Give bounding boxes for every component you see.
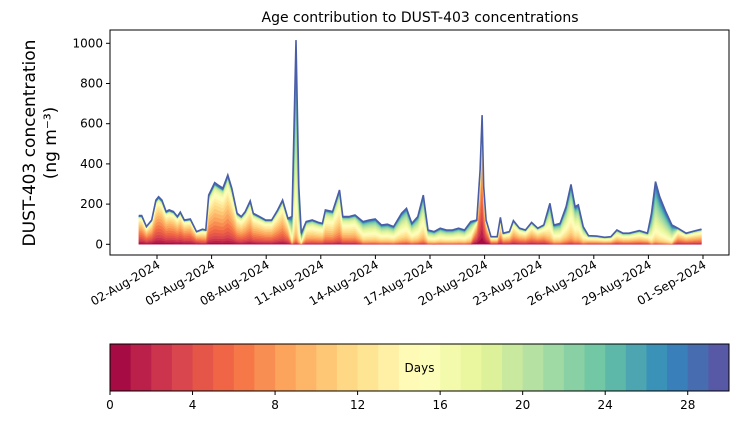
colorbar-tick-label: 20 — [515, 398, 530, 412]
colorbar-bin-1 — [130, 344, 152, 391]
plot-frame — [109, 29, 730, 256]
colorbar-bin-3 — [171, 344, 194, 391]
colorbar-bin-22 — [563, 344, 586, 391]
y-tick-label: 1000 — [72, 36, 103, 50]
colorbar-bin-11 — [336, 344, 359, 391]
colorbar-bin-6 — [233, 344, 255, 391]
y-tick-label: 0 — [95, 237, 103, 251]
colorbar-label: Days — [405, 361, 435, 375]
colorbar-bin-21 — [543, 344, 565, 391]
colorbar-bin-23 — [584, 344, 606, 391]
y-tick-label: 600 — [80, 117, 103, 131]
colorbar-bin-0 — [110, 344, 132, 391]
colorbar-bin-20 — [522, 344, 544, 391]
stacked-areas — [138, 40, 702, 245]
colorbar-bin-10 — [316, 344, 338, 391]
colorbar-bin-4 — [192, 344, 214, 391]
chart-title: Age contribution to DUST-403 concentrati… — [262, 10, 579, 26]
colorbar-bin-26 — [646, 344, 668, 391]
colorbar: Days 0 4 8 12 16 20 24 28 — [106, 343, 730, 412]
axes: 0200400600800100002-Aug-202405-Aug-20240… — [72, 29, 730, 308]
colorbar-bin-27 — [667, 344, 689, 391]
y-tick-label: 800 — [80, 77, 103, 91]
total-concentration-line — [138, 40, 702, 239]
colorbar-bin-13 — [378, 344, 400, 391]
colorbar-bin-24 — [605, 344, 627, 391]
colorbar-bin-29 — [708, 344, 730, 391]
colorbar-bin-28 — [687, 344, 709, 391]
colorbar-tick-label: 16 — [432, 398, 447, 412]
colorbar-bin-15 — [419, 344, 441, 391]
colorbar-tick-label: 4 — [189, 398, 197, 412]
colorbar-bin-9 — [295, 344, 317, 391]
colorbar-bin-8 — [275, 344, 297, 391]
y-tick-label: 400 — [80, 157, 103, 171]
colorbar-bin-7 — [254, 344, 276, 391]
colorbar-bin-18 — [481, 344, 503, 391]
colorbar-tick-label: 0 — [106, 398, 114, 412]
colorbar-bin-2 — [151, 344, 173, 391]
colorbar-bin-25 — [625, 344, 647, 391]
colorbar-bin-12 — [357, 344, 379, 391]
y-axis-label: DUST-403 concentration — [20, 40, 40, 247]
y-tick-label: 200 — [80, 197, 103, 211]
colorbar-frame — [109, 343, 730, 392]
colorbar-tick-label: 24 — [598, 398, 613, 412]
colorbar-bin-5 — [213, 344, 235, 391]
colorbar-tick-label: 8 — [271, 398, 279, 412]
colorbar-tick-label: 28 — [680, 398, 695, 412]
colorbar-bin-16 — [440, 344, 462, 391]
colorbar-bin-17 — [460, 344, 482, 391]
colorbar-bin-14 — [398, 344, 420, 391]
colorbar-tick-label: 12 — [350, 398, 365, 412]
y-axis-unit: (ng m⁻³) — [41, 107, 61, 180]
colorbar-bin-19 — [502, 344, 524, 391]
